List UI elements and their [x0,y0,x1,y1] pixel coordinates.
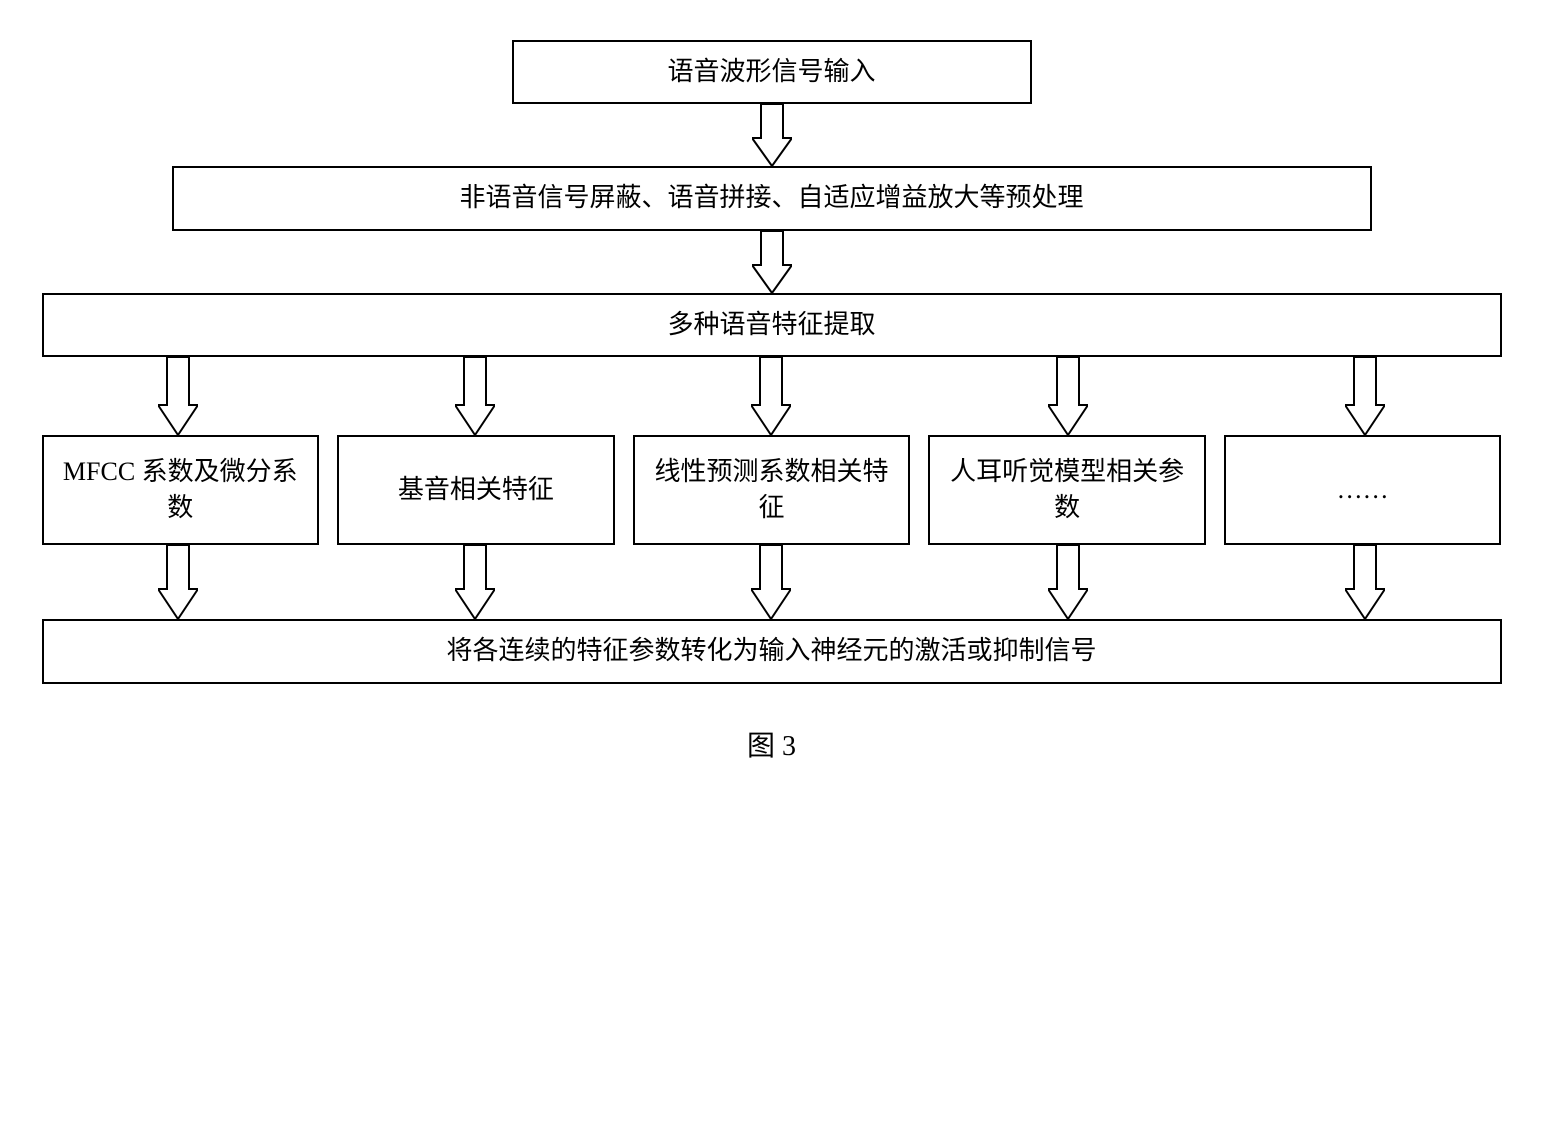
box-feature-more: …… [1224,435,1502,545]
box-feature-mfcc: MFCC 系数及微分系数 [42,435,320,545]
row-step5: 将各连续的特征参数转化为输入神经元的激活或抑制信号 [42,619,1502,683]
arrows-from-features [42,545,1502,619]
arrow-down-icon [1345,357,1385,435]
box-feature-extract: 多种语音特征提取 [42,293,1502,357]
arrow-down-icon [158,545,198,619]
row-step1: 语音波形信号输入 [42,40,1502,104]
box-neuron-signal: 将各连续的特征参数转化为输入神经元的激活或抑制信号 [42,619,1502,683]
arrow-down-icon [158,357,198,435]
box-preprocess: 非语音信号屏蔽、语音拼接、自适应增益放大等预处理 [172,166,1372,230]
arrow-down-icon [455,357,495,435]
box-feature-auditory: 人耳听觉模型相关参数 [928,435,1206,545]
figure-caption: 图 3 [42,724,1502,764]
box-input: 语音波形信号输入 [512,40,1032,104]
box-feature-pitch: 基音相关特征 [337,435,615,545]
arrow-down-icon [751,357,791,435]
arrow-down-icon [751,545,791,619]
arrows-to-features [42,357,1502,435]
arrow-down-icon [1345,545,1385,619]
arrow-down-icon [752,231,792,293]
row-step3: 多种语音特征提取 [42,293,1502,357]
arrow-down-icon [752,104,792,166]
arrow-1 [42,104,1502,166]
box-feature-lpc: 线性预测系数相关特征 [633,435,911,545]
arrow-2 [42,231,1502,293]
arrow-down-icon [1048,545,1088,619]
flowchart: 语音波形信号输入 非语音信号屏蔽、语音拼接、自适应增益放大等预处理 多种语音特征… [42,40,1502,764]
arrow-down-icon [1048,357,1088,435]
arrow-down-icon [455,545,495,619]
row-features: MFCC 系数及微分系数 基音相关特征 线性预测系数相关特征 人耳听觉模型相关参… [42,435,1502,545]
row-step2: 非语音信号屏蔽、语音拼接、自适应增益放大等预处理 [42,166,1502,230]
